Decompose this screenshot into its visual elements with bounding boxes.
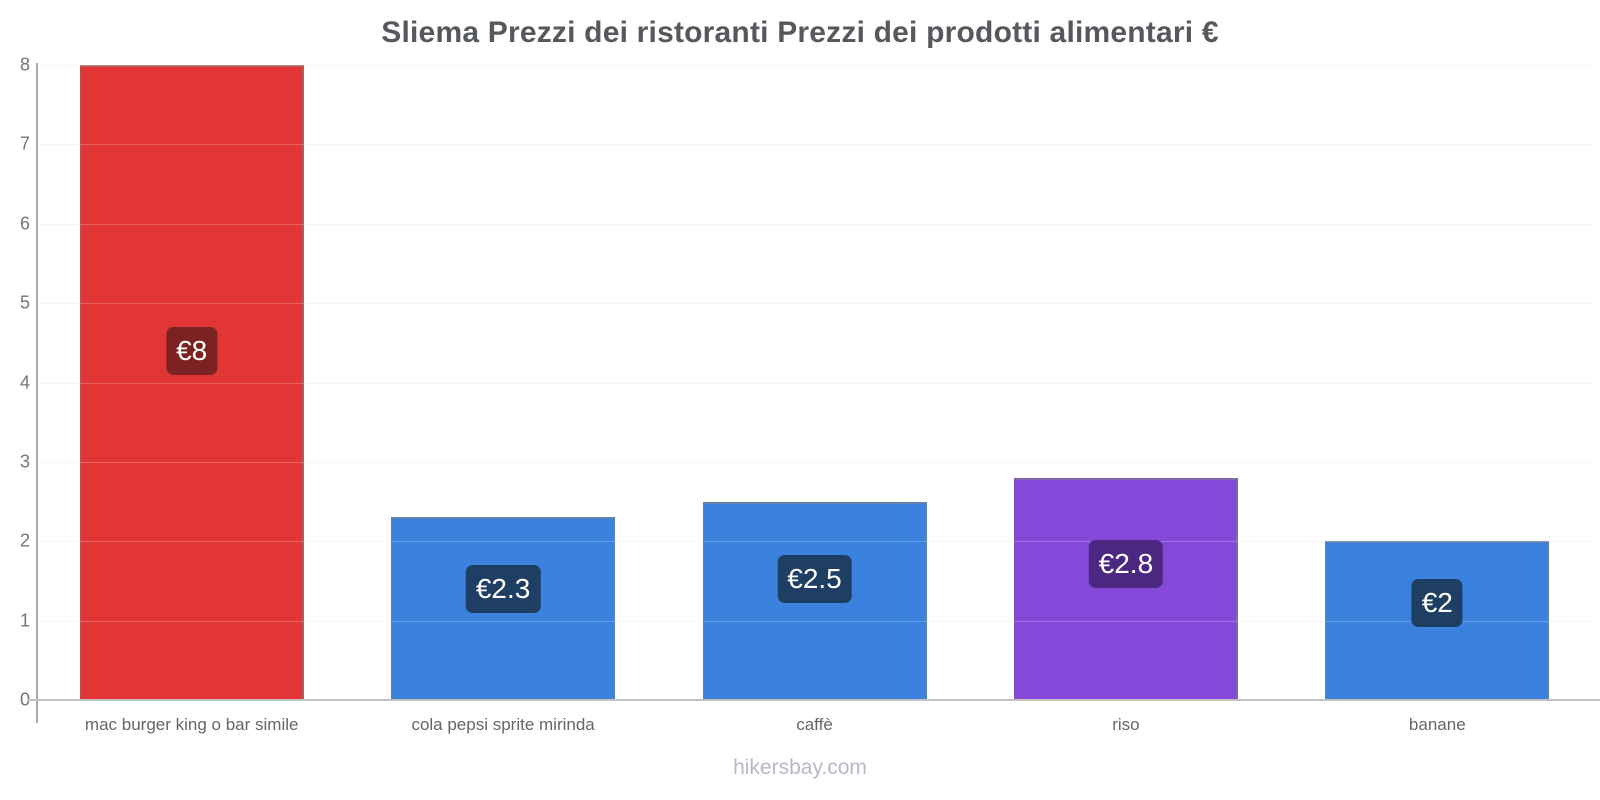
x-category-label: riso xyxy=(1112,715,1140,734)
x-category-label: mac burger king o bar simile xyxy=(84,715,299,734)
gridline xyxy=(36,382,1594,384)
gridline-overlay xyxy=(36,461,1594,463)
watermark-link[interactable]: hikersbay.com xyxy=(733,756,867,779)
bar-mac-burger-king-o-bar-simile xyxy=(79,65,304,700)
gridline-overlay xyxy=(36,65,1594,66)
chart-title: Sliema Prezzi dei ristoranti Prezzi dei … xyxy=(381,16,1219,49)
y-axis-tick-label: 6 xyxy=(19,213,30,234)
gridline-overlay xyxy=(36,144,1594,146)
y-axis-tick-label: 3 xyxy=(19,451,30,472)
gridline xyxy=(36,144,1594,146)
bar-value-badge: €2.5 xyxy=(777,554,852,603)
gridline xyxy=(36,303,1594,305)
y-axis-tick-label: 0 xyxy=(19,689,30,710)
bar-riso xyxy=(1013,477,1238,700)
gridline xyxy=(36,223,1594,225)
y-axis-tick-label: 8 xyxy=(19,54,30,75)
gridline-overlay xyxy=(36,382,1594,384)
x-axis-line xyxy=(28,699,1600,701)
y-axis-tick-label: 2 xyxy=(19,530,30,551)
gridline-overlay xyxy=(36,620,1594,622)
bar-value-badge: €2.8 xyxy=(1088,540,1164,589)
gridline xyxy=(36,65,1594,66)
bar-value-badge: €8 xyxy=(166,326,218,375)
bar-value-badge: €2 xyxy=(1411,579,1463,628)
x-category-label: caffè xyxy=(796,715,833,734)
y-axis-tick-label: 1 xyxy=(19,610,30,631)
y-axis-tick-label: 5 xyxy=(19,292,30,313)
x-category-label: cola pepsi sprite mirinda xyxy=(411,715,595,734)
gridline-overlay xyxy=(36,541,1594,543)
y-axis-tick-label: 4 xyxy=(19,372,30,392)
gridline xyxy=(36,461,1594,463)
gridline-overlay xyxy=(36,303,1594,305)
y-axis-line xyxy=(36,63,38,723)
y-axis-tick-label: 7 xyxy=(19,133,30,154)
gridline-overlay xyxy=(36,223,1594,225)
bar-value-badge: €2.3 xyxy=(465,564,541,613)
x-category-label: banane xyxy=(1408,715,1466,734)
